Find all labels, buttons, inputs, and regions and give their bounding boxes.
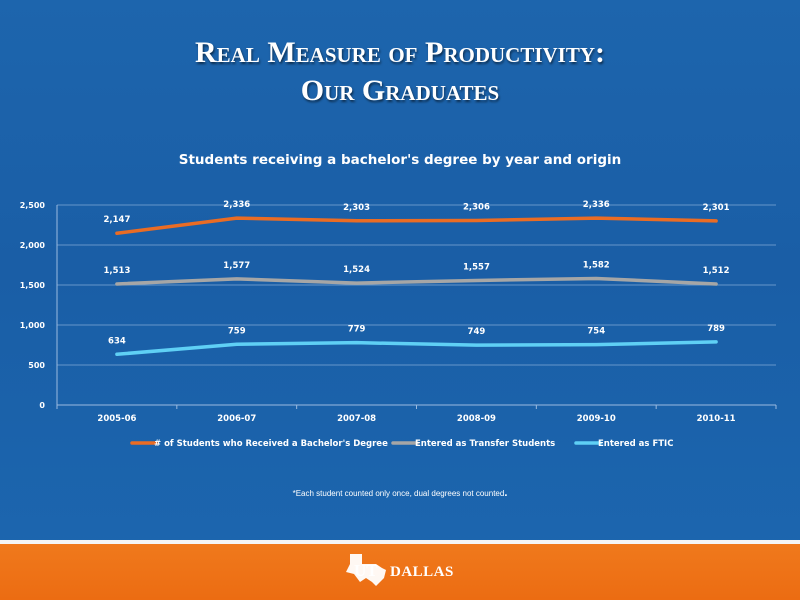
data-label: 1,524 — [343, 265, 370, 275]
chart-title: Students receiving a bachelor's degree b… — [179, 152, 621, 168]
data-label: 1,577 — [223, 261, 250, 271]
footnote-period: . — [504, 487, 508, 499]
data-label: 749 — [468, 327, 486, 337]
legend-label: # of Students who Received a Bachelor's … — [154, 439, 388, 449]
y-tick-label: 1,000 — [20, 321, 46, 330]
data-label: 1,513 — [103, 266, 130, 276]
data-label: 2,301 — [703, 203, 730, 213]
slide-title-line-2: Our Graduates — [300, 74, 500, 107]
data-label: 2,336 — [223, 200, 250, 210]
x-tick-label: 2005-06 — [97, 414, 136, 424]
slide-title-line-1: Real Measure of Productivity: — [194, 36, 605, 69]
x-tick-label: 2010-11 — [697, 414, 736, 424]
legend-label: Entered as FTIC — [598, 439, 673, 449]
data-label: 2,336 — [583, 200, 610, 210]
x-tick-label: 2009-10 — [577, 414, 616, 424]
data-label: 1,582 — [583, 260, 610, 270]
footnote-text: *Each student counted only once, dual de… — [292, 489, 505, 498]
logo-dallas-text: DALLAS — [390, 564, 454, 580]
x-tick-label: 2007-08 — [337, 414, 376, 424]
y-tick-label: 500 — [28, 361, 45, 370]
data-label: 759 — [228, 326, 246, 336]
y-tick-label: 1,500 — [20, 281, 46, 290]
y-tick-label: 2,000 — [20, 241, 46, 250]
y-tick-label: 0 — [39, 401, 45, 410]
x-tick-label: 2006-07 — [217, 414, 256, 424]
x-tick-label: 2008-09 — [457, 414, 496, 424]
series-line-3 — [115, 340, 718, 357]
data-label: 634 — [108, 336, 126, 346]
series-line-2 — [115, 276, 718, 286]
data-label: 1,557 — [463, 262, 490, 272]
footer-bar — [0, 540, 800, 600]
footer-stripe — [0, 540, 800, 544]
data-label: 779 — [348, 325, 366, 335]
y-tick-label: 2,500 — [20, 201, 46, 210]
slide-title: Real Measure of Productivity: Our Gradua… — [0, 34, 800, 110]
data-label: 754 — [587, 327, 605, 337]
data-label: 2,306 — [463, 203, 490, 213]
footnote: *Each student counted only once, dual de… — [0, 487, 800, 499]
data-label: 1,512 — [703, 266, 730, 276]
line-chart: Students receiving a bachelor's degree b… — [20, 152, 777, 449]
data-label: 789 — [707, 324, 725, 334]
legend-label: Entered as Transfer Students — [415, 439, 555, 449]
data-label: 2,147 — [103, 215, 130, 225]
ut-dallas-logo: UT DALLAS — [342, 552, 462, 588]
series-line-1 — [115, 216, 718, 235]
texas-star-icon — [346, 554, 386, 586]
logo-ut-text: UT — [354, 561, 378, 580]
data-label: 2,303 — [343, 203, 370, 213]
